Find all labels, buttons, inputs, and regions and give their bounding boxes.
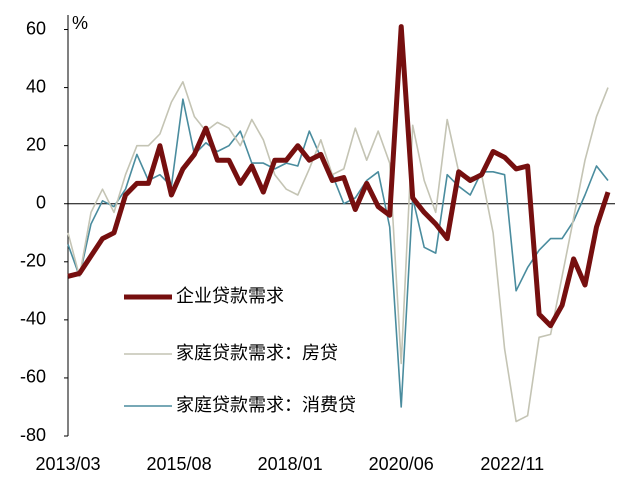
y-tick-label: 20 [26,134,46,154]
x-tick-label: 2013/03 [35,454,100,474]
x-tick-label: 2020/06 [369,454,434,474]
y-tick-label: -60 [20,367,46,387]
legend-label: 家庭贷款需求：消费贷 [176,395,356,415]
unit-label: % [72,13,88,33]
series-line [67,98,609,408]
y-tick-label: -40 [20,309,46,329]
x-tick-label: 2015/08 [147,454,212,474]
y-tick-label: -20 [20,251,46,271]
series-line [67,81,609,423]
legend-label: 家庭贷款需求：房贷 [176,343,338,363]
y-tick-label: 0 [36,192,46,212]
legend-label: 企业贷款需求 [176,286,284,306]
y-tick-label: -80 [20,425,46,445]
x-tick-label: 2022/11 [480,454,544,474]
y-tick-label: 60 [26,18,46,38]
y-tick-label: 40 [26,76,46,96]
series-line [67,24,611,329]
x-tick-label: 2018/01 [258,454,323,474]
